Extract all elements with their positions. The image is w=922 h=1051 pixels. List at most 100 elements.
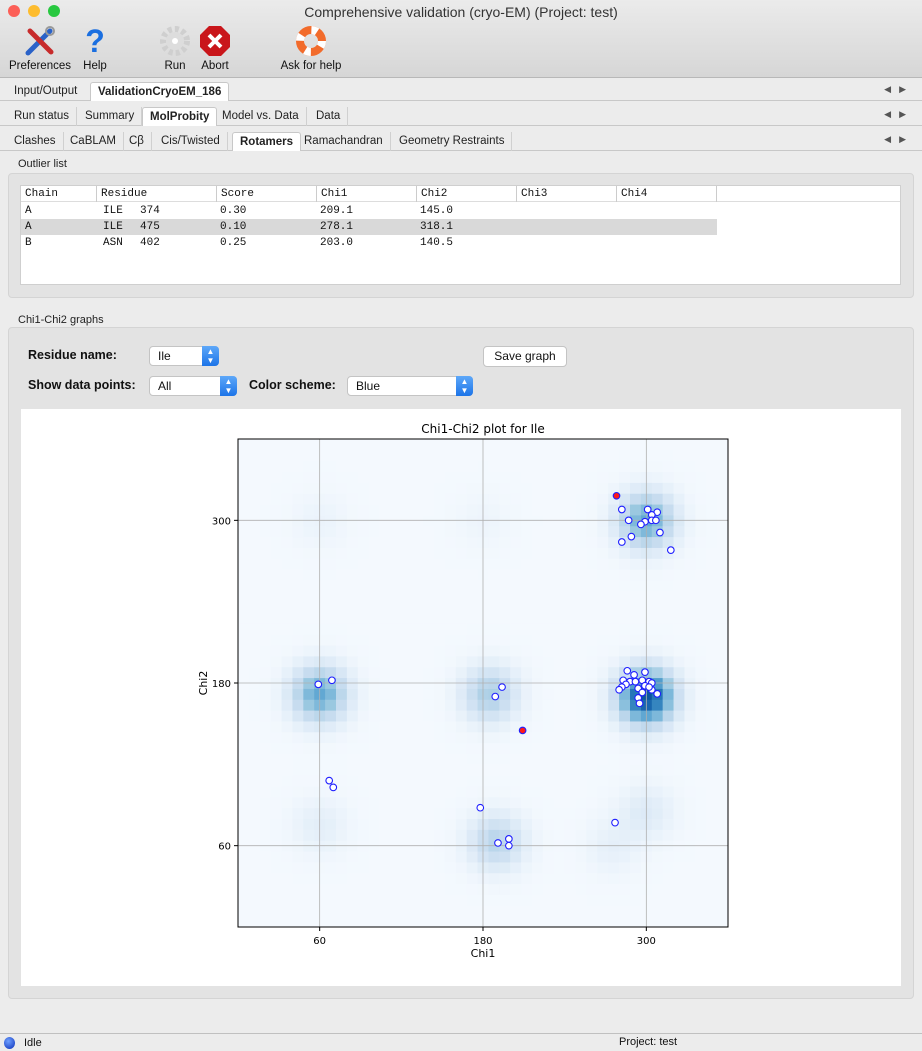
heatmap-cell — [270, 601, 283, 614]
tab-validation[interactable]: ValidationCryoEM_186 — [90, 82, 230, 101]
tab-clashes[interactable]: Clashes — [7, 132, 64, 151]
column-header[interactable]: Chain — [21, 186, 97, 202]
heatmap-cell — [270, 894, 283, 906]
heatmap-cell — [706, 558, 718, 570]
tab-geometry-restraints[interactable]: Geometry Restraints — [392, 132, 513, 151]
heatmap-cell — [695, 449, 707, 462]
tab-scroll-arrows[interactable]: ◀▶ — [884, 134, 914, 144]
heatmap-cell — [597, 894, 609, 906]
tab-run-status[interactable]: Run status — [7, 107, 77, 126]
heatmap-cell — [357, 666, 370, 679]
heatmap-cell — [695, 612, 707, 624]
heatmap-cell — [325, 645, 337, 657]
heatmap-cell — [564, 623, 577, 635]
heatmap-cell — [575, 894, 587, 906]
minimize-window-button[interactable] — [28, 5, 40, 17]
heatmap-cell — [466, 731, 479, 744]
column-header[interactable]: Chi2 — [417, 186, 517, 202]
heatmap-cell — [455, 493, 468, 505]
residue-name-select[interactable]: Ile ▲ ▼ — [149, 346, 219, 366]
heatmap-cell — [401, 753, 413, 765]
heatmap-cell — [270, 525, 283, 538]
heatmap-cell — [510, 569, 522, 581]
save-graph-button[interactable]: Save graph — [483, 346, 567, 367]
run-button[interactable]: Run — [158, 24, 192, 72]
column-header[interactable]: Chi3 — [517, 186, 617, 202]
heatmap-cell — [412, 569, 424, 581]
column-header[interactable]: Chi1 — [317, 186, 417, 202]
heatmap-cell — [412, 905, 424, 917]
tab-ramachandran[interactable]: Ramachandran — [297, 132, 391, 151]
heatmap-cell — [303, 742, 315, 754]
heatmap-cell — [499, 742, 511, 754]
tab-cbeta[interactable]: Cβ — [122, 132, 152, 151]
heatmap-cell — [553, 699, 566, 711]
heatmap-cell — [695, 699, 707, 711]
tab-scroll-arrows[interactable]: ◀▶ — [884, 109, 914, 119]
tab-summary[interactable]: Summary — [78, 107, 143, 126]
cell-resname: ILE — [103, 221, 123, 233]
heatmap-cell — [521, 851, 533, 863]
heatmap-cell — [259, 655, 272, 668]
heatmap-cell — [379, 818, 391, 830]
table-row[interactable]: A ILE 374 0.30 209.1 145.0 — [21, 203, 717, 219]
heatmap-cell — [532, 558, 544, 570]
table-row[interactable]: B ASN 402 0.25 203.0 140.5 — [21, 235, 717, 251]
heatmap-cell — [553, 482, 566, 494]
heatmap-cell — [684, 590, 696, 603]
heatmap-cell — [336, 710, 348, 722]
heatmap-cell — [488, 894, 500, 906]
heatmap-cell — [412, 525, 424, 538]
heatmap-cell — [542, 569, 555, 581]
tab-data[interactable]: Data — [309, 107, 349, 126]
heatmap-cell — [357, 742, 370, 754]
heatmap-cell — [630, 699, 642, 711]
heatmap-cell — [390, 916, 402, 928]
heatmap-cell — [564, 634, 577, 646]
color-scheme-select[interactable]: Blue ▲ ▼ — [347, 376, 473, 396]
table-row[interactable]: A ILE 475 0.10 278.1 318.1 — [21, 219, 717, 235]
heatmap-cell — [575, 525, 587, 538]
heatmap-cell — [336, 666, 348, 679]
heatmap-cell — [608, 905, 620, 917]
heatmap-cell — [281, 818, 293, 830]
heatmap-cell — [684, 851, 696, 863]
heatmap-cell — [292, 851, 304, 863]
heatmap-cell — [336, 449, 348, 462]
heatmap-cell — [630, 796, 642, 809]
tab-molprobity[interactable]: MolProbity — [142, 107, 218, 126]
show-data-points-select[interactable]: All ▲ ▼ — [149, 376, 237, 396]
heatmap-cell — [662, 536, 675, 548]
help-button[interactable]: ? Help — [78, 23, 112, 73]
color-scheme-value: Blue — [356, 379, 381, 393]
close-window-button[interactable] — [8, 5, 20, 17]
heatmap-cell — [455, 688, 468, 700]
tab-input-output[interactable]: Input/Output — [14, 85, 78, 97]
abort-button[interactable]: Abort — [196, 24, 234, 72]
column-header[interactable]: Score — [217, 186, 317, 202]
tab-rotamers[interactable]: Rotamers — [232, 132, 302, 151]
ask-for-help-button[interactable]: Ask for help — [276, 24, 346, 72]
column-header[interactable]: Residue — [97, 186, 217, 202]
tab-cablam[interactable]: CaBLAM — [63, 132, 125, 151]
heatmap-cell — [346, 579, 359, 592]
heatmap-cell — [303, 720, 315, 733]
heatmap-cell — [346, 753, 359, 765]
heatmap-cell — [248, 688, 261, 700]
tab-cis-twisted[interactable]: Cis/Twisted — [154, 132, 228, 151]
heatmap-cell — [368, 536, 381, 548]
heatmap-cell — [619, 872, 631, 885]
zoom-window-button[interactable] — [48, 5, 60, 17]
heatmap-cell — [270, 449, 283, 462]
tab-model-vs-data[interactable]: Model vs. Data — [215, 107, 307, 126]
heatmap-cell — [564, 460, 577, 473]
column-header[interactable]: Chi4 — [617, 186, 717, 202]
tab-scroll-arrows[interactable]: ◀▶ — [884, 84, 914, 94]
heatmap-cell — [684, 471, 696, 483]
heatmap-cell — [597, 590, 609, 603]
heatmap-cell — [706, 634, 718, 646]
heatmap-cell — [466, 525, 479, 538]
heatmap-cell — [357, 699, 370, 711]
preferences-button[interactable]: Preferences — [6, 24, 74, 72]
heatmap-cell — [597, 536, 609, 548]
